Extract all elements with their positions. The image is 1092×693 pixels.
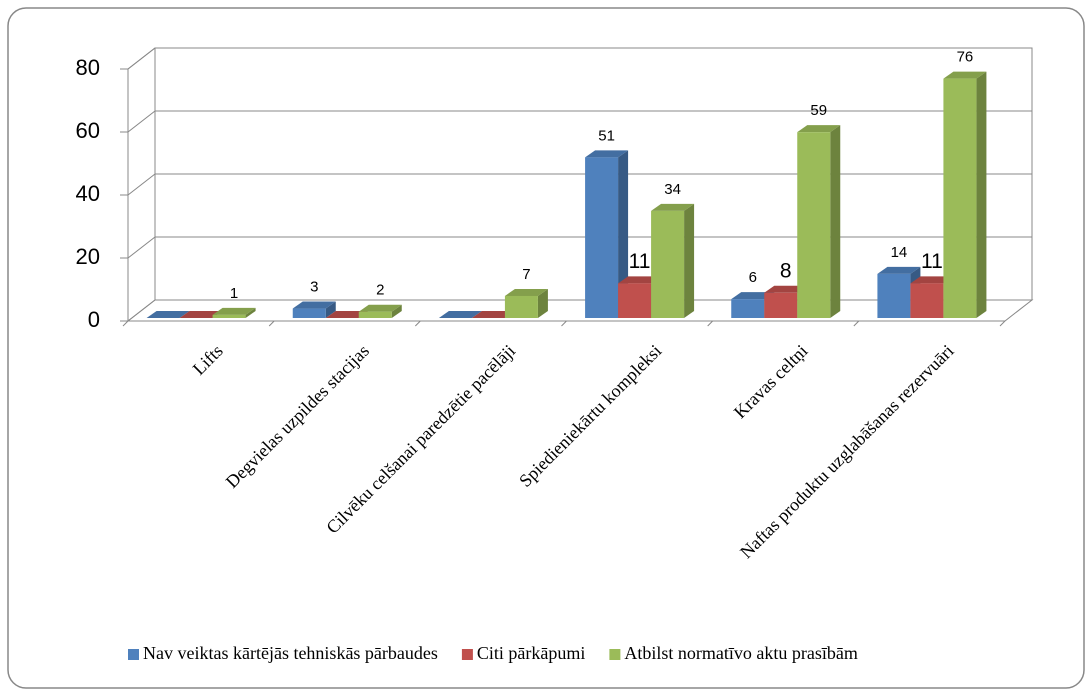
x-tick [999,320,1006,327]
data-label: 34 [664,181,681,198]
bar [212,307,256,318]
bar-side [618,150,629,318]
x-tick [268,320,275,327]
bar-side [325,301,336,318]
bar-top [438,311,482,318]
chart-frame [7,7,1085,689]
y-tick-label: 80 [76,55,100,80]
data-label: 59 [810,102,827,119]
bar [438,311,482,318]
legend-label: Atbilst normatīvo aktu prasībām [624,643,857,663]
bar-front [618,283,652,318]
grid-line [127,47,1032,70]
y-tick-label: 20 [76,244,100,269]
data-label: 7 [522,266,530,283]
bar [651,203,695,318]
y-tick-label: 60 [76,118,100,143]
bar-front [877,273,911,318]
x-tick [122,320,129,327]
bar [292,301,336,318]
bar-top [877,266,921,274]
bar-top [585,150,629,158]
bar-side [391,304,402,318]
bar [146,311,190,318]
legend-swatch [128,649,139,660]
bar-front [358,311,392,318]
bar-side [684,203,695,318]
x-tick [414,320,421,327]
data-label: 3 [310,279,318,296]
bar-front [292,308,326,318]
bar [358,304,402,318]
bar-top [212,307,256,315]
legend-swatch [609,649,621,660]
grid-line [127,173,1032,196]
data-label: 11 [629,250,651,273]
grid-line [127,110,1032,133]
bar-top [179,311,223,318]
bar [797,125,841,319]
bar-front [910,283,944,318]
bar [504,288,548,318]
bar-top [797,125,841,133]
x-tick [853,320,860,327]
bar-top [146,311,190,318]
legend-label: Nav veiktas kārtējās tehniskās pārbaudes [143,643,438,663]
bar-top [764,285,808,293]
bar-side [830,125,841,319]
bar [471,311,515,318]
bar-top [325,311,369,318]
bar-front [504,295,538,318]
bar-front [731,299,765,318]
bar-side [245,307,256,318]
bar-front [212,314,246,318]
data-label: 6 [749,269,757,286]
bar-front [651,210,685,318]
data-label: 8 [780,259,792,282]
y-tick-label: 0 [88,307,100,332]
data-label: 76 [957,49,974,66]
bar-top [618,276,662,284]
bar-front [585,157,619,318]
bar-top [504,288,548,296]
bar-top [471,311,515,318]
bar-side [537,288,548,318]
bar-side [976,71,987,318]
data-label: 1 [230,285,238,302]
bar-front [797,132,831,318]
bar-top [910,276,954,284]
bar-top [651,203,695,211]
bar [585,150,629,318]
bar [325,311,369,318]
bar-top [943,71,987,79]
data-label: 51 [598,127,615,144]
bar-top [731,292,775,300]
x-tick [561,320,567,327]
legend-label: Citi pārkāpumi [477,643,585,663]
legend-swatch [461,649,473,660]
bar [943,71,987,318]
bar-top [292,301,336,309]
grid-line [127,236,1032,259]
y-tick-label: 40 [76,181,100,206]
data-label: 11 [921,250,943,273]
bar [179,311,223,318]
bar-front [764,292,798,318]
bar-top [358,304,402,312]
x-tick [707,320,714,327]
data-label: 14 [891,244,908,261]
data-label: 2 [376,282,384,299]
bar-front [943,78,977,318]
